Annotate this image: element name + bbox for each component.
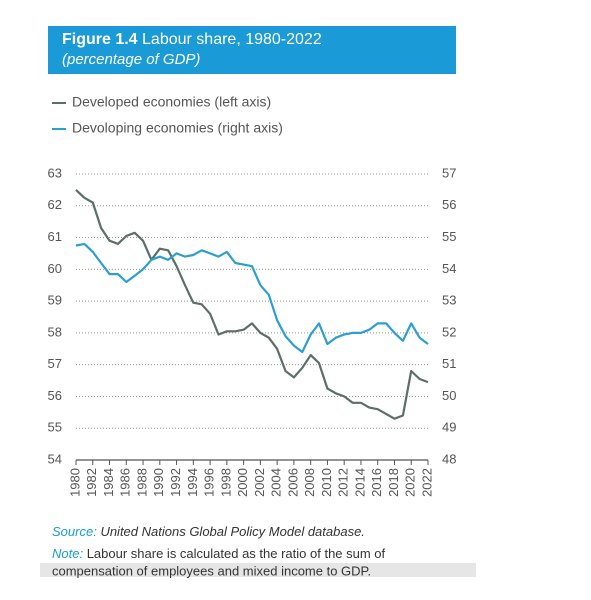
title-label: Figure 1.4	[62, 31, 138, 48]
source-text: United Nations Global Policy Model datab…	[100, 524, 364, 539]
x-tick-label: 2022	[419, 468, 434, 497]
y2-tick-label: 52	[442, 324, 456, 339]
x-tick-label: 1998	[218, 468, 233, 497]
x-tick-label: 2006	[285, 468, 300, 497]
x-tick-label: 1992	[168, 468, 183, 497]
y-tick-label: 61	[48, 229, 62, 244]
y2-tick-label: 57	[442, 165, 456, 180]
y-tick-label: 62	[48, 197, 62, 212]
footer-bar	[40, 563, 476, 577]
y-tick-label: 57	[48, 356, 62, 371]
note-text: compensation of employees and mixed inco…	[52, 563, 371, 578]
y2-tick-label: 50	[442, 388, 456, 403]
x-tick-label: 2000	[235, 468, 250, 497]
y-tick-label: 63	[48, 165, 62, 180]
note: Note: Labour share is calculated as the …	[52, 546, 386, 561]
y2-tick-label: 48	[442, 451, 456, 466]
x-tick-label: 2008	[302, 468, 317, 497]
x-tick-label: 2014	[352, 468, 367, 497]
y2-tick-label: 53	[442, 293, 456, 308]
legend-label: Devoloping economies (right axis)	[72, 120, 283, 136]
x-tick-label: 2016	[369, 468, 384, 497]
y-tick-label: 60	[48, 261, 62, 276]
y2-tick-label: 55	[442, 229, 456, 244]
y2-tick-label: 56	[442, 197, 456, 212]
x-tick-label: 2018	[386, 468, 401, 497]
source: Source: United Nations Global Policy Mod…	[52, 524, 365, 539]
source-label: Source:	[52, 524, 97, 539]
y-tick-label: 56	[48, 388, 62, 403]
y-tick-label: 58	[48, 324, 62, 339]
series-line	[75, 242, 429, 354]
x-tick-label: 2004	[269, 468, 284, 497]
y-tick-label: 54	[48, 451, 62, 466]
x-tick-label: 2020	[403, 468, 418, 497]
x-tick-label: 2010	[319, 468, 334, 497]
x-tick-label: 1994	[185, 468, 200, 497]
x-tick-label: 1980	[67, 468, 82, 497]
note-label: Note:	[52, 546, 83, 561]
chart-title: Figure 1.4 Labour share, 1980-2022	[62, 31, 322, 48]
x-tick-label: 1986	[118, 468, 133, 497]
x-tick-label: 1990	[151, 468, 166, 497]
title-text: Labour share, 1980-2022	[142, 31, 322, 48]
y2-tick-label: 49	[442, 420, 456, 435]
y-tick-label: 55	[48, 420, 62, 435]
y2-tick-label: 54	[442, 261, 456, 276]
series-line	[75, 189, 429, 420]
note-text: Labour share is calculated as the ratio …	[87, 546, 386, 561]
title-box	[48, 26, 456, 74]
x-tick-label: 2012	[336, 468, 351, 497]
x-tick-label: 2002	[252, 468, 267, 497]
y-tick-label: 59	[48, 293, 62, 308]
chart-subtitle: (percentage of GDP)	[62, 51, 200, 68]
x-tick-label: 1996	[202, 468, 217, 497]
x-tick-label: 1988	[134, 468, 149, 497]
x-tick-label: 1982	[84, 468, 99, 497]
x-tick-label: 1984	[101, 468, 116, 497]
legend-label: Developed economies (left axis)	[72, 94, 271, 110]
y2-tick-label: 51	[442, 356, 456, 371]
